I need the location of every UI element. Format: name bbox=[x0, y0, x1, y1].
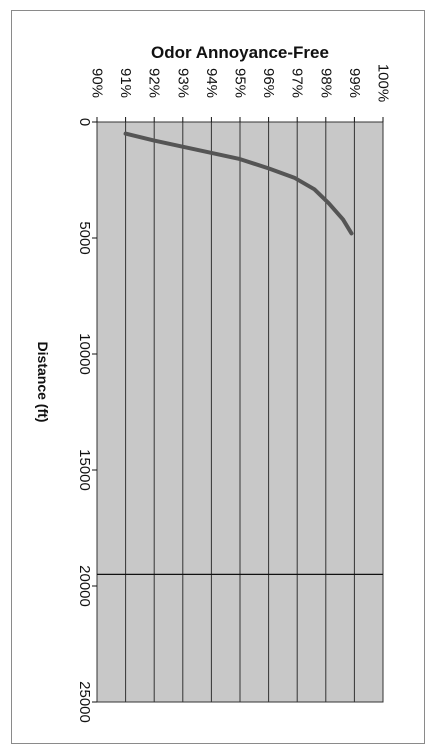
percent-tick-label: 93% bbox=[174, 68, 191, 98]
percent-tick-label: 90% bbox=[89, 68, 106, 98]
percent-axis: 90% 91% 92% 93% 94% 95% 96% 97% 98% 99% 100% bbox=[89, 64, 392, 122]
grid-lines bbox=[125, 122, 384, 702]
percent-tick-label: 92% bbox=[146, 68, 163, 98]
distance-tick-label: 5000 bbox=[76, 221, 93, 254]
percent-tick-label: 94% bbox=[203, 68, 220, 98]
series-layer bbox=[123, 131, 354, 236]
distance-tick-label: 10000 bbox=[76, 333, 93, 375]
percent-tick-label: 100% bbox=[375, 64, 392, 102]
percent-tick-label: 91% bbox=[117, 68, 134, 98]
distance-axis: 0 5000 10000 15000 20000 25000 bbox=[76, 118, 97, 723]
percent-tick-label: 99% bbox=[346, 68, 363, 98]
percent-tick-label: 98% bbox=[317, 68, 334, 98]
distance-tick-label: 15000 bbox=[76, 449, 93, 491]
x-axis-title: Distance (ft) bbox=[35, 342, 51, 423]
odor-annoyance-series-line bbox=[123, 131, 354, 236]
distance-tick-label: 20000 bbox=[76, 565, 93, 607]
distance-tick-label: 25000 bbox=[76, 681, 93, 723]
percent-tick-label: 97% bbox=[289, 68, 306, 98]
chart-title: Odor Annoyance-Free bbox=[151, 43, 329, 62]
percent-tick-label: 95% bbox=[232, 68, 249, 98]
distance-tick-label: 0 bbox=[76, 118, 93, 126]
percent-tick-label: 96% bbox=[260, 68, 277, 98]
